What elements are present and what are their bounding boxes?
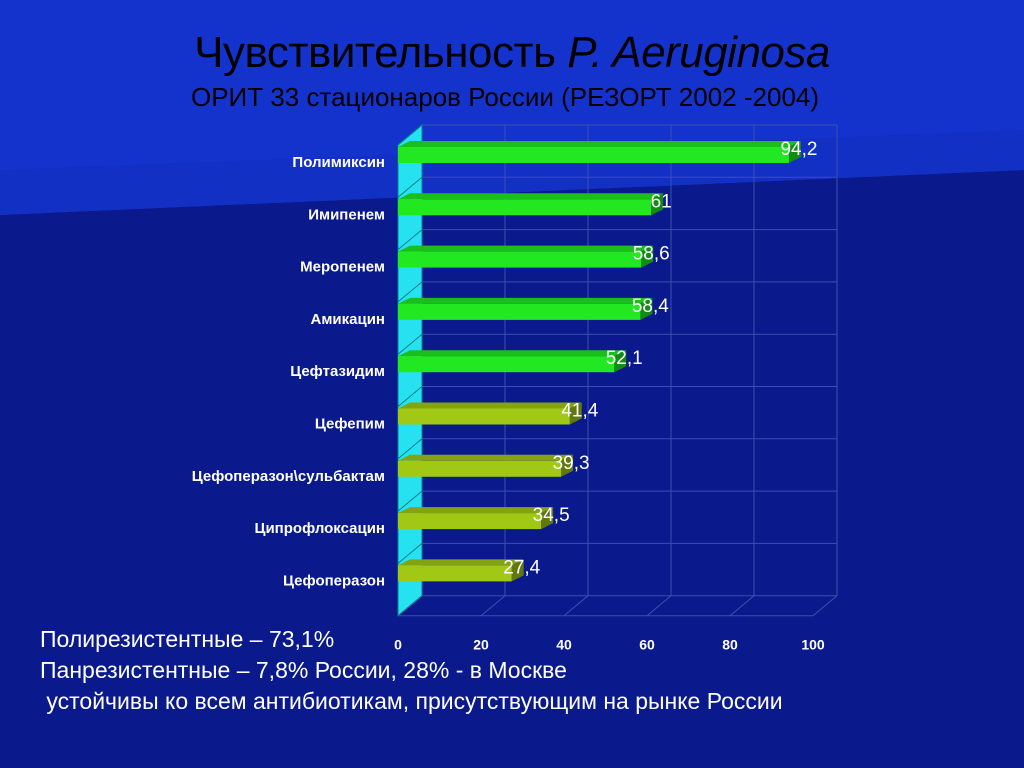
wall-divider: [397, 176, 423, 198]
bar-top: [398, 559, 524, 566]
bar-end: [614, 350, 627, 373]
bar-top: [398, 402, 582, 409]
bar-top: [398, 507, 554, 514]
bar-front: [398, 251, 642, 268]
bar-front: [398, 147, 789, 163]
category-label: Цефепим: [315, 416, 385, 433]
category-label: Цефтазидим: [290, 363, 385, 380]
x-tick-label: 80: [722, 637, 738, 653]
wall-divider: [397, 543, 423, 564]
bar-top: [398, 350, 627, 357]
bar: [398, 193, 664, 216]
bar-front: [398, 565, 512, 582]
bar: [398, 141, 801, 163]
wall-divider: [397, 490, 423, 512]
bar-end: [641, 245, 654, 268]
x-tick-label: 0: [394, 637, 402, 653]
bar-end: [640, 297, 653, 320]
x-tick-label: 100: [801, 637, 825, 653]
category-label: Амикацин: [310, 311, 385, 328]
bar: [398, 350, 627, 373]
data-label: 34,5: [533, 505, 570, 526]
bar-top: [398, 193, 664, 200]
floor-gridline: [729, 595, 755, 617]
data-label: 52,1: [606, 348, 643, 369]
floor-gridline: [646, 595, 672, 617]
wall-divider: [397, 124, 423, 146]
note-polyresistant: Полирезистентные – 73,1%: [40, 626, 335, 652]
x-tick-label: 20: [473, 637, 489, 653]
bar: [398, 454, 574, 477]
title-main: Чувствительность: [194, 28, 568, 77]
bar-front: [398, 460, 562, 477]
note-resistance-detail: устойчивы ко всем антибиотикам, присутст…: [40, 688, 783, 714]
category-label: Цефоперазон: [283, 572, 385, 589]
note-panresistant: Панрезистентные – 7,8% России, 28% - в М…: [40, 657, 567, 683]
slide-title: Чувствительность P. Aeruginosa: [0, 28, 1024, 78]
bar: [398, 402, 582, 425]
bar-end: [569, 402, 582, 425]
data-label: 58,6: [633, 244, 670, 265]
wall-divider: [397, 281, 423, 303]
bar: [398, 297, 653, 320]
wall-divider: [397, 595, 423, 617]
bar-front: [398, 513, 542, 530]
floor-gridline: [480, 595, 506, 617]
bar-front: [398, 303, 641, 320]
data-label: 39,3: [553, 453, 590, 474]
floor-gridline: [563, 595, 589, 617]
wall-divider: [397, 438, 423, 460]
category-label: Ципрофлоксацин: [255, 520, 386, 537]
bar-top: [398, 141, 801, 147]
bar-end: [561, 454, 574, 477]
bar-end: [511, 559, 524, 582]
bar-top: [398, 454, 574, 461]
data-label: 61: [651, 191, 672, 212]
floor-gridline: [812, 595, 838, 617]
x-tick-label: 60: [639, 637, 655, 653]
data-label: 58,4: [632, 296, 669, 317]
wall-divider: [397, 386, 423, 407]
bar-top: [398, 245, 654, 252]
bar-front: [398, 356, 615, 373]
data-label: 94,2: [780, 139, 817, 160]
notes-block: Полирезистентные – 73,1% Панрезистентные…: [40, 624, 783, 717]
bar-end: [788, 141, 801, 163]
category-label: Полимиксин: [292, 154, 385, 171]
wall-divider: [397, 229, 423, 250]
bar-end: [651, 193, 664, 216]
category-label: Меропенем: [300, 259, 385, 276]
bar: [398, 507, 554, 530]
data-label: 27,4: [503, 557, 540, 578]
bar: [398, 559, 524, 582]
bar: [398, 245, 654, 268]
data-label: 41,4: [561, 401, 598, 422]
bar-front: [398, 408, 570, 425]
category-label: Имипенем: [308, 206, 385, 223]
x-tick-label: 40: [556, 637, 572, 653]
category-label: Цефоперазон\сульбактам: [192, 468, 385, 485]
wall-divider: [397, 333, 423, 355]
title-italic: P. Aeruginosa: [567, 28, 830, 77]
bar-front: [398, 199, 652, 216]
bar-top: [398, 297, 653, 304]
slide-subtitle: ОРИТ 33 стационаров России (РЕЗОРТ 2002 …: [190, 82, 820, 112]
bar-end: [541, 507, 554, 530]
